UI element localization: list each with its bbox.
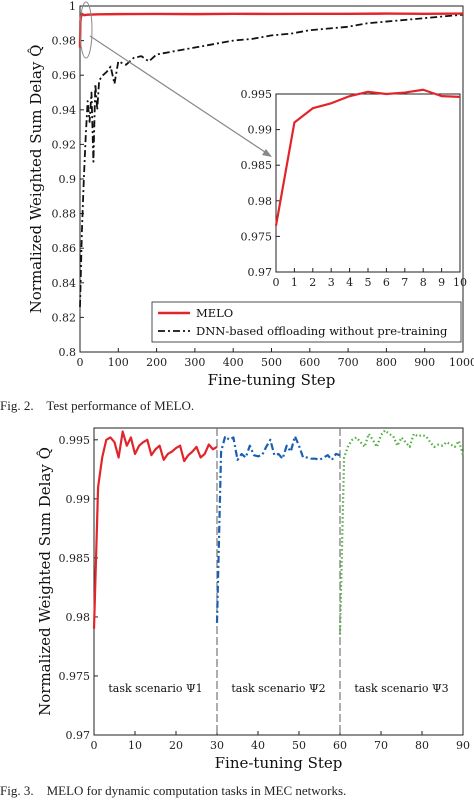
x-tick-label: 30 (210, 739, 224, 752)
y-tick-label: 0.99 (248, 124, 273, 137)
y-tick-label: 0.88 (52, 208, 77, 221)
series-line (274, 88, 461, 226)
x-tick-label: 100 (108, 356, 129, 369)
x-tick-label: 500 (261, 356, 282, 369)
x-tick-label: 10 (453, 276, 467, 289)
fig2-caption: Fig. 2. Test performance of MELO. (0, 398, 195, 413)
scenario-label: task scenario Ψ1 (108, 682, 202, 695)
fig3-caption: Fig. 3. MELO for dynamic computation tas… (0, 783, 347, 798)
y-tick-label: 0.9 (59, 173, 77, 186)
x-tick-label: 5 (365, 276, 372, 289)
legend-box (151, 301, 462, 343)
y-tick-label: 0.975 (59, 670, 91, 683)
x-tick-label: 600 (299, 356, 320, 369)
plot-frame (93, 427, 464, 736)
y-tick-label: 0.94 (52, 104, 77, 117)
x-tick-label: 80 (415, 739, 429, 752)
y-tick-label: 0.985 (241, 159, 273, 172)
y-tick-label: 0.86 (52, 242, 77, 255)
chart-melo-test-performance: 0 100 200 300 400 500 600 700 800 900 10000.80.820… (27, 0, 474, 389)
x-tick-label: 1000 (449, 356, 474, 369)
zoom-arrow (89, 35, 269, 155)
y-tick-label: 0.98 (248, 195, 273, 208)
series-line (92, 430, 218, 629)
x-tick-label: 2 (309, 276, 316, 289)
x-tick-label: 0 (77, 356, 84, 369)
series-line (338, 429, 465, 635)
y-tick-label: 0.98 (66, 611, 91, 624)
x-tick-label: 60 (333, 739, 347, 752)
y-tick-label: 0.97 (66, 729, 91, 742)
series-line (79, 13, 464, 308)
legend-label-dnn: DNN-based offloading without pre-trainin… (196, 324, 448, 338)
y-tick-label: 0.995 (241, 88, 273, 101)
y-tick-label: 0.97 (248, 266, 273, 279)
x-tick-label: 6 (383, 276, 390, 289)
y-tick-label: 0.99 (66, 493, 91, 506)
series-line (215, 435, 341, 623)
scenario-label: task scenario Ψ3 (354, 682, 448, 695)
y-tick-label: 0.84 (52, 277, 77, 290)
x-tick-label: 0 (91, 739, 98, 752)
x-tick-label: 700 (338, 356, 359, 369)
chart-dynamic-task-scenarios: 0 10 20 30 40 50 60 70 80 90 0.97 0.975 0.98 0.985 0.9… (36, 427, 470, 772)
x-tick-label: 70 (374, 739, 388, 752)
plot-frame (275, 93, 461, 273)
y-tick-label: 0.96 (52, 69, 77, 82)
x-tick-label: 1 (291, 276, 298, 289)
y-tick-label: 0.995 (59, 434, 91, 447)
y-axis-label: Normalized Weighted Sum Delay Q̂ (27, 45, 45, 314)
x-tick-label: 400 (223, 356, 244, 369)
y-tick-label: 0.82 (52, 311, 77, 324)
y-tick-label: 0.975 (241, 230, 273, 243)
x-tick-label: 9 (438, 276, 445, 289)
y-tick-label: 0.92 (52, 138, 77, 151)
y-tick-label: 0.985 (59, 552, 91, 565)
x-tick-label: 90 (456, 739, 470, 752)
x-tick-label: 3 (328, 276, 335, 289)
x-axis-label: Fine-tuning Step (208, 371, 336, 389)
y-tick-label: 0.8 (59, 346, 77, 359)
x-tick-label: 50 (292, 739, 306, 752)
y-tick-label: 0.98 (52, 35, 77, 48)
x-tick-label: 200 (146, 356, 167, 369)
x-tick-label: 7 (401, 276, 408, 289)
x-tick-label: 0 (273, 276, 280, 289)
zoom-arrow-head (262, 149, 272, 157)
x-tick-label: 800 (376, 356, 397, 369)
legend-label-melo: MELO (196, 306, 233, 320)
x-tick-label: 300 (184, 356, 205, 369)
y-tick-label: 1 (69, 0, 76, 13)
scenario-label: task scenario Ψ2 (231, 682, 325, 695)
x-axis-label: Fine-tuning Step (215, 754, 343, 772)
x-tick-label: 4 (346, 276, 353, 289)
zoom-ellipse (79, 1, 93, 59)
x-tick-label: 40 (251, 739, 265, 752)
x-tick-label: 8 (420, 276, 427, 289)
x-tick-label: 20 (169, 739, 183, 752)
y-axis-label: Normalized Weighted Sum Delay Q̂ (36, 447, 54, 716)
x-tick-label: 900 (414, 356, 435, 369)
x-tick-label: 10 (128, 739, 142, 752)
